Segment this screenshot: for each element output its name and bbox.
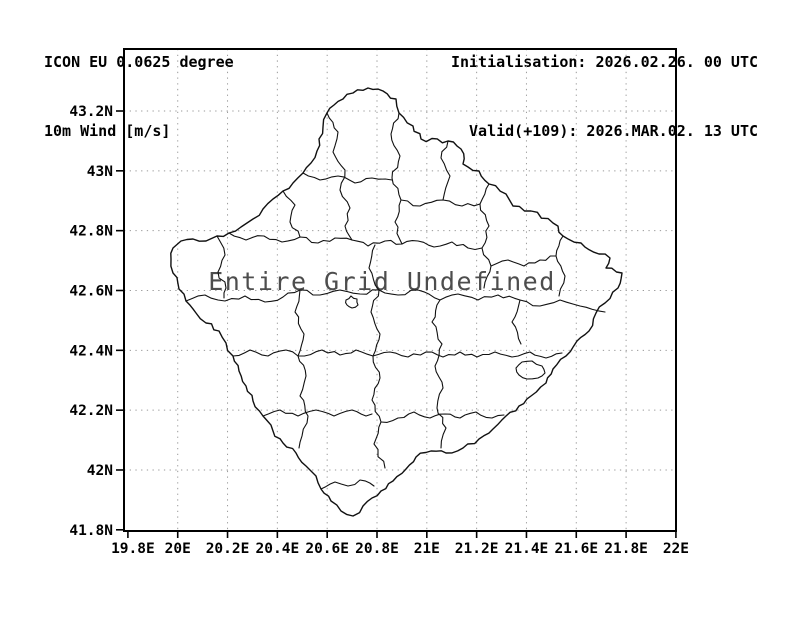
x-tick-label: 21.8E bbox=[604, 541, 648, 557]
municipality-border bbox=[436, 387, 447, 449]
country-boundaries bbox=[170, 87, 623, 517]
axis-ticks bbox=[116, 110, 677, 538]
municipality-border bbox=[479, 183, 492, 289]
axis-labels: 43.2N 43N 42.8N 42.6N 42.4N 42.2N 42N 41.8N 19.8… bbox=[69, 104, 689, 557]
grid-lines bbox=[124, 49, 676, 531]
municipality-border bbox=[320, 479, 375, 490]
municipality-border bbox=[440, 140, 451, 201]
enclave-border bbox=[345, 295, 359, 309]
initialisation-time: Initialisation: 2026.02.26. 00 UTC bbox=[450, 53, 758, 71]
municipality-border bbox=[372, 351, 563, 359]
y-tick-label: 42.2N bbox=[69, 403, 113, 419]
municipality-border bbox=[378, 289, 606, 313]
model-name: ICON EU 0.0625 degree bbox=[44, 53, 234, 71]
municipality-border bbox=[185, 289, 380, 303]
municipality-border bbox=[216, 235, 227, 299]
municipality-border bbox=[326, 112, 353, 241]
y-tick-label: 42N bbox=[87, 463, 113, 479]
x-tick-label: 20.2E bbox=[206, 541, 250, 557]
municipality-border bbox=[368, 244, 381, 357]
x-tick-label: 20.6E bbox=[305, 541, 349, 557]
municipality-border bbox=[490, 255, 557, 267]
municipality-border bbox=[294, 289, 307, 377]
municipality-border bbox=[390, 112, 403, 245]
valid-time: Valid(+109): 2026.MAR.02. 13 UTC bbox=[469, 122, 758, 140]
municipality-border bbox=[511, 299, 522, 345]
y-tick-label: 43.2N bbox=[69, 104, 113, 120]
x-tick-label: 20.4E bbox=[256, 541, 300, 557]
municipality-border bbox=[262, 409, 373, 417]
y-tick-label: 42.6N bbox=[69, 283, 113, 299]
x-tick-label: 20E bbox=[165, 541, 191, 557]
municipality-border bbox=[371, 355, 386, 469]
kosovo-outline bbox=[170, 87, 623, 517]
municipality-border bbox=[232, 349, 374, 357]
variable-name: 10m Wind [m/s] bbox=[44, 122, 171, 140]
x-tick-label: 21.6E bbox=[554, 541, 598, 557]
x-tick-label: 19.8E bbox=[111, 541, 155, 557]
municipality-border bbox=[380, 411, 505, 423]
municipality-border bbox=[351, 239, 483, 251]
municipality-border bbox=[555, 235, 566, 297]
x-tick-label: 21.2E bbox=[455, 541, 499, 557]
x-tick-label: 20.8E bbox=[355, 541, 399, 557]
enclave-border bbox=[515, 360, 546, 380]
y-tick-label: 42.8N bbox=[69, 224, 113, 240]
y-tick-label: 42.4N bbox=[69, 343, 113, 359]
header-left: ICON EU 0.0625 degree 10m Wind [m/s] bbox=[44, 5, 234, 189]
x-tick-label: 22E bbox=[663, 541, 689, 557]
municipality-border bbox=[298, 375, 309, 449]
header-right: Initialisation: 2026.02.26. 00 UTC Valid… bbox=[451, 5, 758, 189]
x-tick-label: 21E bbox=[414, 541, 440, 557]
municipality-border bbox=[400, 199, 481, 207]
municipality-border bbox=[228, 232, 353, 244]
y-tick-label: 43N bbox=[87, 164, 113, 180]
municipality-border bbox=[431, 299, 444, 389]
x-tick-label: 21.4E bbox=[505, 541, 549, 557]
municipality-border bbox=[302, 172, 393, 184]
municipality-border bbox=[282, 190, 301, 238]
y-tick-label: 41.8N bbox=[69, 523, 113, 539]
